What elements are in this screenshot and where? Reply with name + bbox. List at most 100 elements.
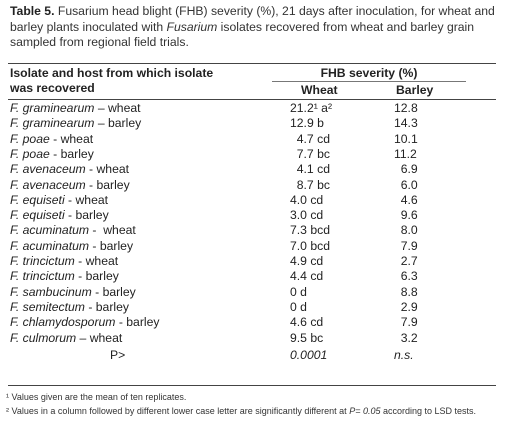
- species: F. chlamydosporum: [10, 315, 116, 330]
- barley-cell: 2.7: [394, 254, 418, 268]
- footnote-text: ² Values in a column followed by differe…: [6, 406, 350, 416]
- barley-cell: 8.0: [394, 223, 418, 238]
- header-barley: Barley: [396, 83, 434, 97]
- species: F. avenaceum: [10, 177, 86, 192]
- species: F. trincictum: [10, 269, 75, 284]
- host: - barley: [89, 238, 134, 253]
- caption-label: Table 5.: [10, 4, 55, 18]
- host: - barley: [49, 146, 94, 161]
- caption-text: isolates recovered from wheat and barley…: [10, 19, 475, 50]
- species: F. avenaceum: [10, 162, 86, 177]
- stat-row: P> 0.0001 n.s.: [0, 348, 505, 363]
- isolate-cell: F. equiseti - wheat: [10, 193, 108, 208]
- species: F. graminearum: [10, 116, 95, 131]
- wheat-cell: 0 d: [290, 299, 307, 314]
- host: - wheat: [64, 192, 109, 207]
- isolate-cell: F. avenaceum - barley: [10, 178, 130, 193]
- host: - barley: [64, 208, 109, 223]
- table-row: F. trincictum - wheat 4.9 cd 2.7: [0, 254, 505, 269]
- barley-cell: 10.1: [394, 131, 418, 146]
- stat-label: P>: [110, 347, 126, 362]
- caption: Table 5. Fusarium head blight (FHB) seve…: [10, 4, 500, 51]
- barley-cell: 8.8: [394, 284, 418, 299]
- table-row: F. semitectum - barley 0 d 2.9: [0, 300, 505, 315]
- wheat-cell: 4.4 cd: [290, 269, 324, 284]
- isolate-cell: F. trincictum - barley: [10, 269, 119, 284]
- table-row: F. graminearum – barley 12.9 b 14.3: [0, 116, 505, 131]
- host: - barley: [115, 315, 160, 330]
- header-isolate: was recovered: [10, 81, 95, 95]
- table-row: F. poae - wheat 4.7 cd 10.1: [0, 132, 505, 147]
- wheat-cell: 9.5 bc: [290, 330, 324, 345]
- barley-cell: 7.9: [394, 315, 418, 330]
- isolate-cell: F. graminearum – barley: [10, 116, 141, 131]
- footnote: ² Values in a column followed by differe…: [6, 405, 476, 417]
- wheat-cell: 21.2¹ a²: [290, 101, 333, 115]
- species: F. equiseti: [10, 192, 65, 207]
- barley-cell: 6.0: [394, 177, 418, 192]
- wheat-cell: 4.0 cd: [290, 192, 324, 207]
- wheat-cell: 7.7 bc: [290, 146, 330, 161]
- barley-cell: 14.3: [394, 116, 418, 131]
- caption-genus: Fusarium: [166, 19, 218, 34]
- barley-cell: 2.9: [394, 299, 418, 314]
- wheat-cell: 12.9 b: [290, 116, 324, 131]
- species: F. semitectum: [10, 299, 85, 314]
- isolate-cell: F. avenaceum - wheat: [10, 162, 129, 177]
- header-group: FHB severity (%): [320, 66, 418, 80]
- isolate-cell: F. acuminatum - wheat: [10, 223, 136, 238]
- isolate-cell: F. chlamydosporum - barley: [10, 315, 159, 330]
- barley-cell: 6.9: [394, 162, 418, 177]
- wheat-cell: 4.9 cd: [290, 254, 324, 268]
- wheat-cell: 7.3 bcd: [290, 223, 330, 238]
- table-row: F. sambucinum - barley 0 d 8.8: [0, 285, 505, 300]
- barley-cell: 9.6: [394, 208, 418, 223]
- table-row: F. acuminatum - barley 7.0 bcd 7.9: [0, 239, 505, 254]
- wheat-cell: 4.7 cd: [290, 131, 330, 146]
- host: - wheat: [89, 223, 136, 238]
- host: - barley: [84, 299, 129, 314]
- isolate-cell: F. acuminatum - barley: [10, 239, 133, 254]
- isolate-cell: F. culmorum – wheat: [10, 331, 122, 346]
- isolate-cell: F. semitectum - barley: [10, 300, 129, 315]
- table-row: F. avenaceum - barley 8.7 bc 6.0: [0, 178, 505, 193]
- table-row: F. graminearum – wheat 21.2¹ a² 12.8: [0, 101, 505, 116]
- wheat-cell: 4.6 cd: [290, 315, 324, 330]
- footnote-text: according to LSD tests.: [380, 406, 477, 416]
- species: F. acuminatum: [10, 223, 90, 238]
- group-rule: [272, 81, 466, 82]
- wheat-cell: 0 d: [290, 284, 307, 299]
- isolate-cell: F. trincictum - wheat: [10, 254, 118, 269]
- footnote: ¹ Values given are the mean of ten repli…: [6, 391, 186, 403]
- host: - barley: [91, 284, 136, 299]
- host: - wheat: [85, 162, 130, 177]
- isolate-cell: F. poae - barley: [10, 147, 94, 162]
- wheat-cell: 8.7 bc: [290, 177, 330, 192]
- host: – wheat: [76, 330, 123, 345]
- species: F. equiseti: [10, 208, 65, 223]
- isolate-cell: F. graminearum – wheat: [10, 101, 141, 116]
- species: F. acuminatum: [10, 238, 90, 253]
- species: F. poae: [10, 131, 50, 146]
- stat-barley: n.s.: [394, 347, 414, 362]
- bottom-rule: [8, 385, 496, 386]
- table-row: F. chlamydosporum - barley 4.6 cd 7.9: [0, 315, 505, 330]
- species: F. poae: [10, 146, 50, 161]
- host: – barley: [94, 116, 142, 131]
- barley-cell: 7.9: [394, 238, 418, 253]
- barley-cell: 4.6: [394, 192, 418, 207]
- host: – wheat: [94, 101, 141, 115]
- footnote-text: P= 0.05: [349, 406, 381, 416]
- table-row: F. poae - barley 7.7 bc 11.2: [0, 147, 505, 162]
- caption-text: Fusarium head blight (FHB) severity (%),…: [10, 4, 495, 34]
- wheat-cell: 7.0 bcd: [290, 238, 330, 253]
- species: F. sambucinum: [10, 284, 92, 299]
- species: F. culmorum: [10, 330, 77, 345]
- table-row: F. trincictum - barley 4.4 cd 6.3: [0, 269, 505, 284]
- isolate-cell: F. equiseti - barley: [10, 208, 109, 223]
- isolate-cell: F. poae - wheat: [10, 132, 93, 147]
- barley-cell: 11.2: [394, 146, 417, 161]
- header-isolate: Isolate and host from which isolate: [10, 66, 214, 80]
- barley-cell: 6.3: [394, 269, 418, 284]
